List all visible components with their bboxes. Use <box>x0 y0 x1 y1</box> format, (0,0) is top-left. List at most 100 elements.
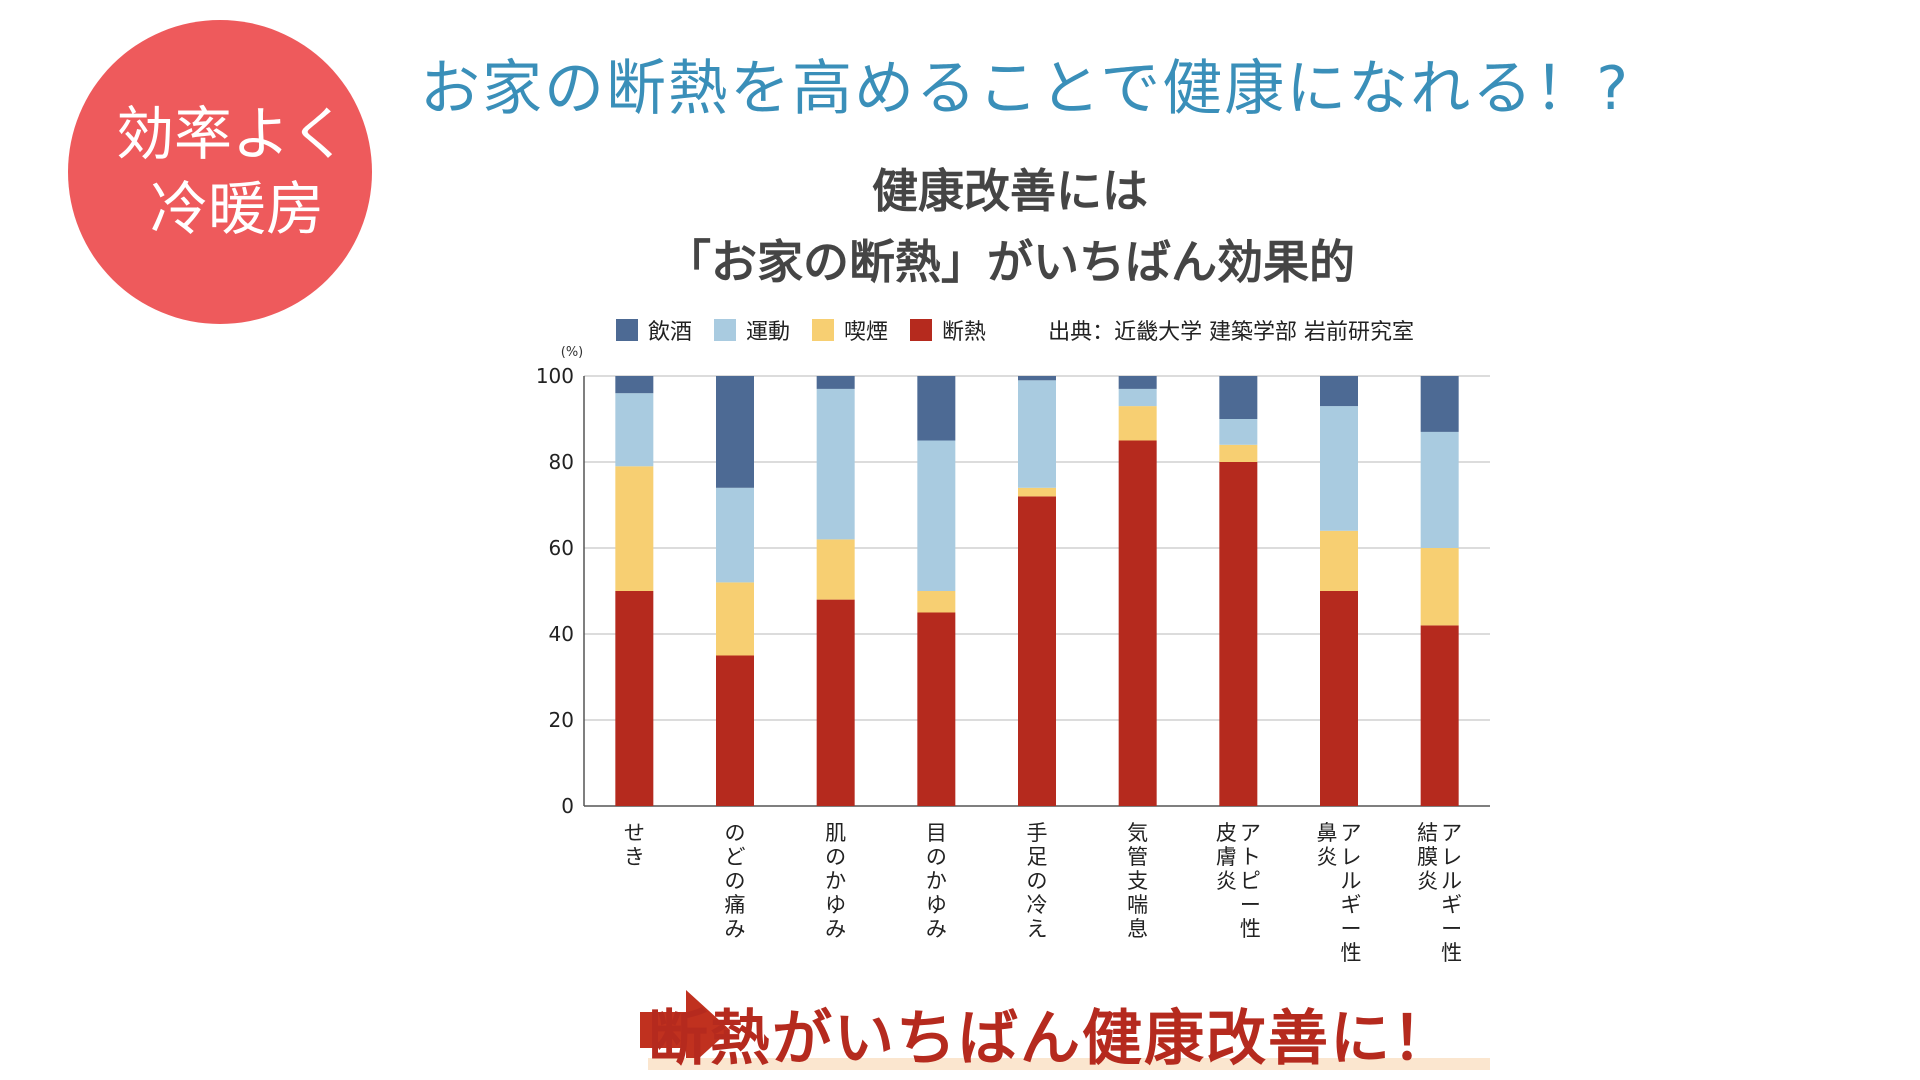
bar-segment <box>1018 380 1056 488</box>
bar-segment <box>1118 388 1157 407</box>
x-category-label: ア <box>1240 821 1261 845</box>
x-category-label: み <box>725 917 746 941</box>
legend-item-exercise: 運動 <box>714 314 790 346</box>
bar-segment <box>1018 487 1056 497</box>
chart-title-line-2: 「お家の断熱」がいちばん効果的 <box>665 235 1355 289</box>
x-category-label: ー <box>1240 893 1261 917</box>
x-category-label: み <box>825 917 846 941</box>
bar-segment <box>1320 530 1358 591</box>
x-category-label: 手 <box>1027 821 1048 845</box>
bar-segment <box>615 376 654 394</box>
legend-label: 運動 <box>746 320 791 345</box>
x-category-label: 皮 <box>1216 821 1237 845</box>
legend-item-drinking: 飲酒 <box>616 314 692 346</box>
x-category-label: 結 <box>1417 821 1438 845</box>
x-category-label: ー <box>1441 917 1462 941</box>
bar-segment <box>716 655 754 806</box>
x-category-label: ゆ <box>825 893 846 917</box>
x-category-label: き <box>624 845 645 869</box>
bar-segment <box>615 466 654 591</box>
bar-segment <box>716 376 754 488</box>
y-tick-label: 20 <box>549 708 574 732</box>
badge-circle: 効率よく 冷暖房 <box>68 20 372 324</box>
bar-segment <box>1118 440 1157 806</box>
source-credit: 出典：近畿大学 建築学部 岩前研究室 <box>1048 320 1415 345</box>
stacked-bar-chart: 020406080100(%)せきのどの痛み肌のかゆみ目のかゆみ手足の冷え気管支… <box>536 345 1490 965</box>
x-category-label: ト <box>1240 845 1261 869</box>
bar-segment <box>917 591 956 613</box>
bar-segment <box>1219 419 1258 445</box>
x-category-label: み <box>926 917 947 941</box>
x-category-label: の <box>1027 869 1048 893</box>
x-category-label: ゆ <box>926 893 947 917</box>
y-unit-label: (%) <box>561 345 584 360</box>
x-category-label: か <box>825 869 846 893</box>
bar-segment <box>917 376 956 441</box>
x-category-label: 目 <box>926 821 947 845</box>
bar-segment <box>1420 431 1459 548</box>
x-category-label: 膚 <box>1216 845 1237 869</box>
x-category-label: ル <box>1341 869 1362 893</box>
x-category-label: 痛 <box>725 893 746 917</box>
y-tick-label: 80 <box>549 450 574 474</box>
bar-segment <box>716 487 754 583</box>
badge-line-1: 効率よく <box>116 100 349 168</box>
x-category-label: ギ <box>1341 893 1362 917</box>
legend-label: 断熱 <box>942 320 987 345</box>
x-category-label: 膜 <box>1417 845 1438 869</box>
x-category-label: 性 <box>1341 941 1362 965</box>
x-category-label: レ <box>1341 845 1362 869</box>
legend-swatch <box>812 319 835 341</box>
x-category-label: の <box>725 869 746 893</box>
badge-line-2: 冷暖房 <box>150 175 325 243</box>
x-category-label: か <box>926 869 947 893</box>
x-category-label: 足 <box>1027 845 1048 869</box>
bar-segment <box>1320 376 1358 407</box>
bar-segment <box>615 393 654 467</box>
x-category-label: 性 <box>1240 917 1261 941</box>
bar-segment <box>917 612 956 806</box>
bar-segment <box>1219 462 1258 806</box>
x-category-label: ア <box>1441 821 1462 845</box>
bar-segment <box>1118 376 1157 389</box>
bar-segment <box>1219 444 1258 462</box>
y-tick-label: 100 <box>536 364 574 388</box>
bar-segment <box>1420 548 1459 626</box>
legend-swatch <box>714 319 737 341</box>
x-category-label: 気 <box>1127 821 1148 845</box>
x-category-label: 炎 <box>1216 869 1237 893</box>
chart-legend: 飲酒 運動 喫煙 断熱 出典：近畿大学 建築学部 岩前研究室 <box>616 314 1414 346</box>
x-category-label: せ <box>624 821 645 845</box>
bar-segment <box>917 440 956 591</box>
bar-segment <box>1118 406 1157 441</box>
x-category-label: の <box>926 845 947 869</box>
x-category-label: 炎 <box>1317 845 1338 869</box>
x-category-label: 息 <box>1127 917 1148 941</box>
legend-swatch <box>910 319 933 341</box>
page-headline: お家の断熱を高めることで健康になれる！? <box>420 54 1631 124</box>
bar-segment <box>1420 625 1459 806</box>
x-category-label: 管 <box>1127 845 1148 869</box>
legend-label: 飲酒 <box>648 320 693 345</box>
chart-title-line-1: 健康改善には <box>872 164 1148 218</box>
y-tick-label: 0 <box>561 794 574 818</box>
x-category-label: ピ <box>1240 869 1261 893</box>
x-category-label: ル <box>1441 869 1462 893</box>
bar-segment <box>1320 591 1358 806</box>
bar-segment <box>1219 376 1258 419</box>
bar-segment <box>816 388 855 540</box>
bar-segment <box>816 539 855 600</box>
arrow-right-icon <box>640 990 730 1070</box>
bar-segment <box>1320 406 1358 531</box>
x-category-label: ど <box>725 845 746 869</box>
x-category-label: ギ <box>1441 893 1462 917</box>
legend-swatch <box>616 319 638 341</box>
bar-segment <box>816 599 855 806</box>
x-category-label: 鼻 <box>1317 821 1338 845</box>
bar-segment <box>816 376 855 389</box>
x-category-label: の <box>825 845 846 869</box>
x-category-label: 支 <box>1127 869 1148 893</box>
bar-segment <box>716 582 754 656</box>
x-category-label: 冷 <box>1027 893 1048 917</box>
y-tick-label: 40 <box>549 622 574 646</box>
